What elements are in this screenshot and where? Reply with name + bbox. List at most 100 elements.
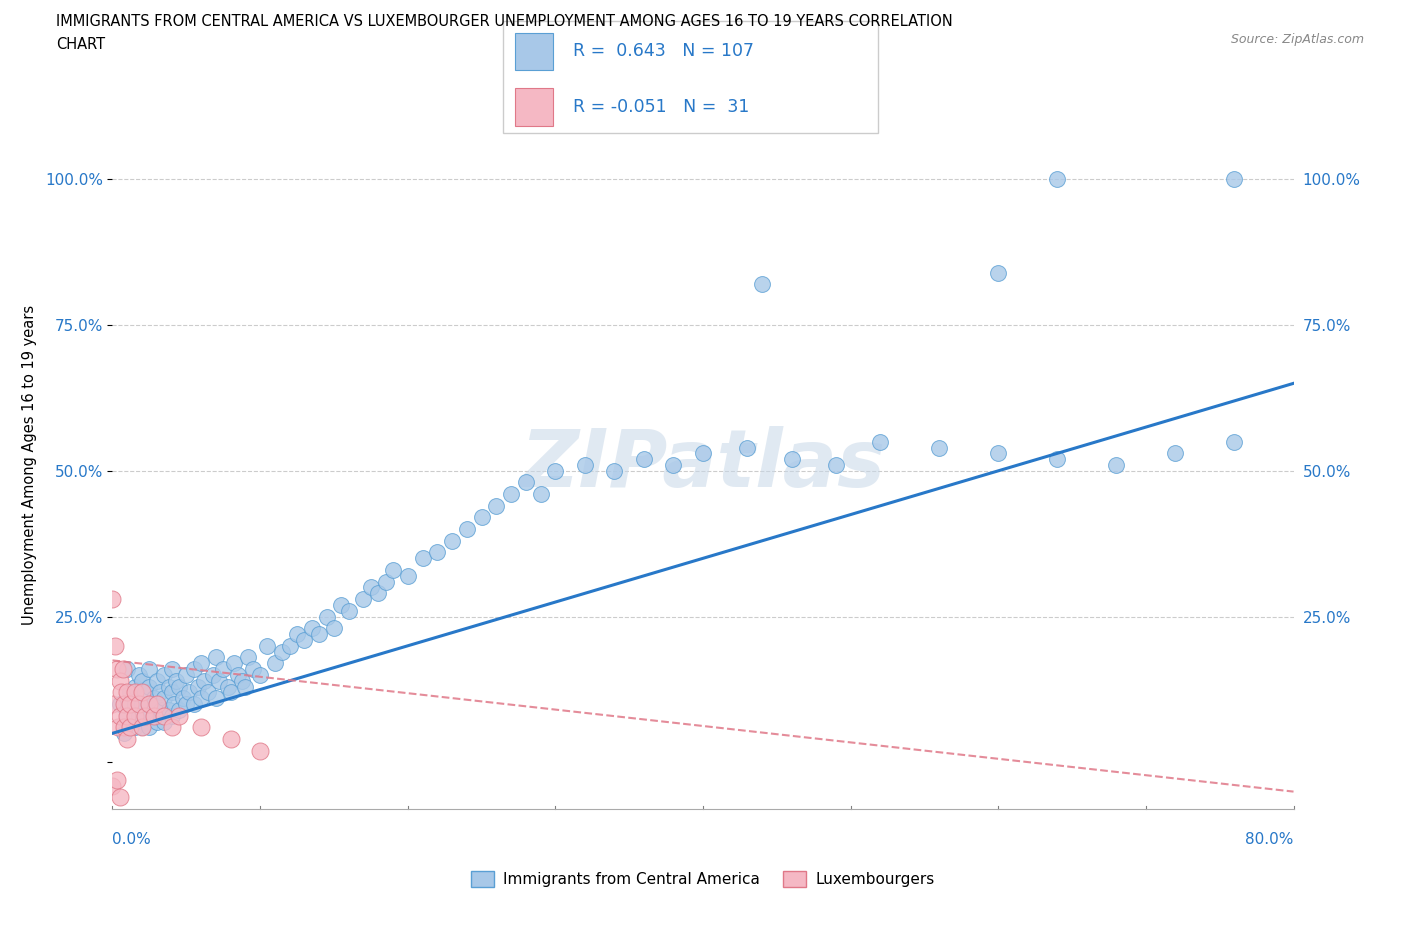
Point xyxy=(117,685,138,700)
Point xyxy=(142,709,165,724)
Point xyxy=(249,668,271,683)
Point xyxy=(101,778,124,793)
Text: IMMIGRANTS FROM CENTRAL AMERICA VS LUXEMBOURGER UNEMPLOYMENT AMONG AGES 16 TO 19: IMMIGRANTS FROM CENTRAL AMERICA VS LUXEM… xyxy=(56,14,953,29)
Point xyxy=(149,709,172,724)
Point xyxy=(374,574,396,589)
Point xyxy=(179,685,201,700)
Point xyxy=(174,697,197,711)
Point xyxy=(142,691,165,706)
FancyBboxPatch shape xyxy=(515,33,554,70)
Text: Source: ZipAtlas.com: Source: ZipAtlas.com xyxy=(1230,33,1364,46)
Point xyxy=(278,638,301,653)
Point xyxy=(264,656,287,671)
Point xyxy=(138,661,160,676)
Point xyxy=(323,621,346,636)
Point xyxy=(131,685,153,700)
Point xyxy=(190,691,212,706)
Point xyxy=(231,673,253,688)
Point xyxy=(193,673,215,688)
Point xyxy=(131,697,153,711)
Point xyxy=(751,277,773,292)
Point xyxy=(217,679,239,694)
Point xyxy=(146,697,169,711)
Point xyxy=(190,656,212,671)
Point xyxy=(117,661,138,676)
Point xyxy=(138,697,160,711)
Point xyxy=(544,463,567,478)
Point xyxy=(183,661,205,676)
Point xyxy=(101,591,124,606)
Point xyxy=(574,458,596,472)
Point xyxy=(470,510,494,525)
Point xyxy=(190,720,212,735)
Point xyxy=(153,709,176,724)
Point xyxy=(1223,434,1246,449)
Point xyxy=(107,720,129,735)
Point xyxy=(987,265,1010,280)
Point xyxy=(165,673,187,688)
Y-axis label: Unemployment Among Ages 16 to 19 years: Unemployment Among Ages 16 to 19 years xyxy=(22,305,37,625)
Point xyxy=(134,709,156,724)
Point xyxy=(157,679,180,694)
FancyBboxPatch shape xyxy=(515,88,554,126)
Point xyxy=(146,714,169,729)
Point xyxy=(128,697,150,711)
Point xyxy=(172,691,194,706)
Point xyxy=(233,679,256,694)
Point xyxy=(308,627,330,642)
Point xyxy=(367,586,389,601)
Point xyxy=(146,697,169,711)
Point xyxy=(780,452,803,467)
Point xyxy=(337,604,360,618)
Point xyxy=(603,463,626,478)
Point xyxy=(201,668,224,683)
Point xyxy=(131,720,153,735)
Point xyxy=(1046,172,1069,187)
Point xyxy=(111,661,134,676)
Point xyxy=(160,685,183,700)
Point xyxy=(142,709,165,724)
Point xyxy=(120,720,142,735)
Point xyxy=(112,725,135,740)
Point xyxy=(124,685,146,700)
Point xyxy=(108,709,131,724)
Point xyxy=(124,709,146,724)
Point xyxy=(271,644,294,659)
Point xyxy=(662,458,685,472)
Point xyxy=(411,551,433,565)
Point xyxy=(824,458,846,472)
Point xyxy=(167,709,190,724)
Point xyxy=(153,714,176,729)
Point xyxy=(382,563,405,578)
Point xyxy=(167,702,190,717)
Point xyxy=(1105,458,1128,472)
Point xyxy=(157,702,180,717)
Point xyxy=(208,673,231,688)
Point xyxy=(128,668,150,683)
Text: CHART: CHART xyxy=(56,37,105,52)
Point xyxy=(112,697,135,711)
Point xyxy=(737,440,759,455)
Point xyxy=(205,650,228,665)
Point xyxy=(124,679,146,694)
Point xyxy=(441,534,464,549)
Point xyxy=(197,685,219,700)
Point xyxy=(219,732,242,747)
Point xyxy=(219,685,242,700)
Point xyxy=(1046,452,1069,467)
Point xyxy=(163,697,186,711)
Point xyxy=(153,691,176,706)
Point xyxy=(105,773,128,788)
Point xyxy=(131,720,153,735)
Point xyxy=(108,790,131,804)
Point xyxy=(131,673,153,688)
Point xyxy=(120,685,142,700)
Point xyxy=(238,650,260,665)
Point xyxy=(112,720,135,735)
Point xyxy=(869,434,891,449)
Point xyxy=(117,732,138,747)
Point xyxy=(153,668,176,683)
Point xyxy=(110,685,132,700)
Point xyxy=(160,709,183,724)
Point xyxy=(108,673,131,688)
